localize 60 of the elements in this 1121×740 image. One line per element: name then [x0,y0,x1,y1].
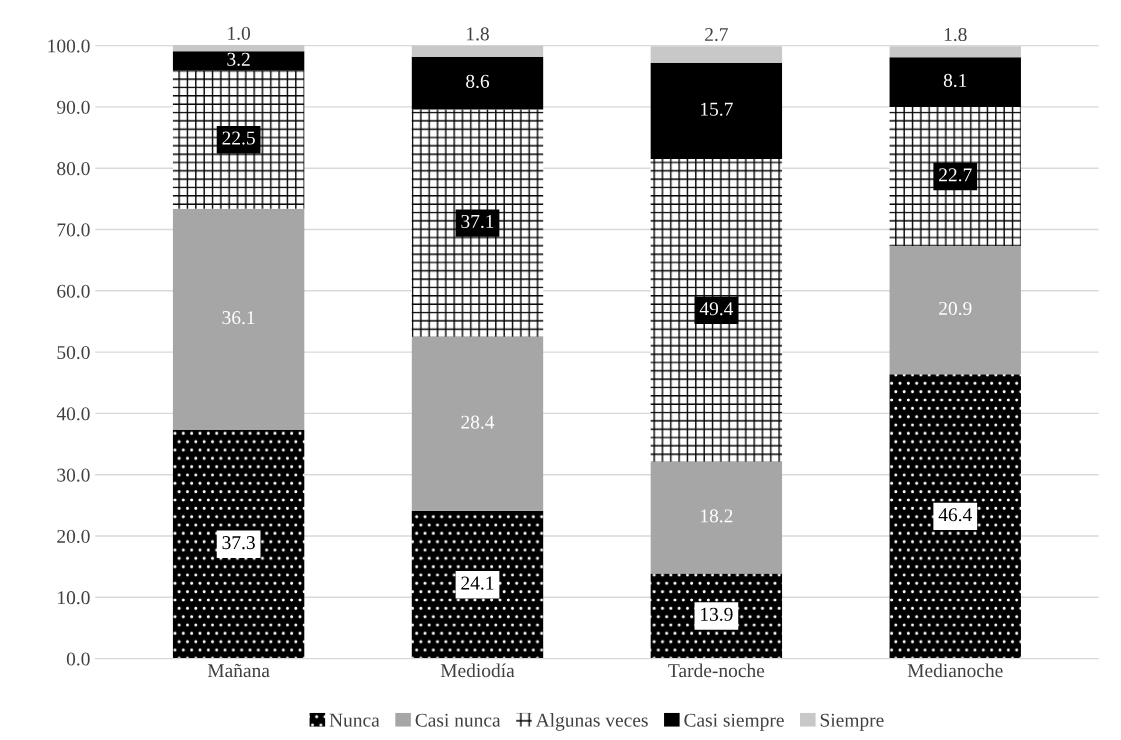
data-label: 3.2 [227,52,250,66]
data-label: 8.6 [466,74,490,88]
bar [889,374,1021,659]
y-tick-label: 80.0 [57,162,90,176]
data-label: 49.4 [699,302,734,316]
data-label: 46.4 [938,508,972,522]
y-tick-label: 100.0 [48,39,90,53]
data-label: 1.8 [944,27,967,42]
data-label: 2.7 [705,28,728,42]
x-tick-label: Tarde-noche [668,663,765,678]
x-tick-label: Medianoche [907,663,1003,678]
data-label: 24.1 [461,576,494,590]
x-tick-label: Mañana [207,663,270,678]
x-tick-label: Mediodía [440,663,515,678]
y-tick-label: 50.0 [57,345,90,360]
bar [650,159,783,462]
bar [889,106,1021,247]
legend-label: Algunas veces [535,713,648,731]
data-label: 1.0 [228,26,251,40]
data-label: 22.7 [939,168,972,182]
bar [889,57,1021,107]
data-label: 28.4 [461,415,495,429]
data-label: 37.1 [461,214,494,229]
data-label: 13.9 [701,607,733,621]
data-label: 1.8 [467,27,489,41]
bar [172,70,305,209]
data-label: 22.5 [222,131,255,145]
data-label: 15.7 [701,102,733,116]
bar [172,45,305,52]
data-label: 8.1 [943,73,967,88]
bar [889,46,1021,58]
y-tick-label: 0.0 [66,652,90,666]
legend-label: Casi siempre [684,713,784,731]
bar [411,109,544,337]
bar [411,510,544,659]
data-label: 20.9 [939,301,972,316]
bar [411,56,544,110]
y-tick-label: 60.0 [57,284,90,298]
bar [411,45,544,57]
data-label: 36.1 [222,311,255,325]
bar [650,461,783,574]
legend-label: Siempre [820,713,884,731]
y-tick-label: 90.0 [57,100,90,114]
bar [650,62,783,160]
y-tick-label: 40.0 [56,407,90,421]
bar [172,51,305,71]
legend-label: Nunca [329,713,380,727]
bar [172,208,305,430]
bar [889,246,1021,375]
bar [650,573,783,659]
data-label: 18.2 [701,509,733,523]
bar [650,46,783,63]
y-tick-label: 20.0 [57,529,90,544]
data-label: 37.3 [222,536,255,550]
y-tick-label: 30.0 [57,468,90,482]
legend-label: Casi nunca [415,713,501,727]
y-tick-label: 70.0 [57,223,90,237]
bar [172,429,305,659]
y-tick-label: 10.0 [58,591,90,605]
bar [411,336,544,511]
